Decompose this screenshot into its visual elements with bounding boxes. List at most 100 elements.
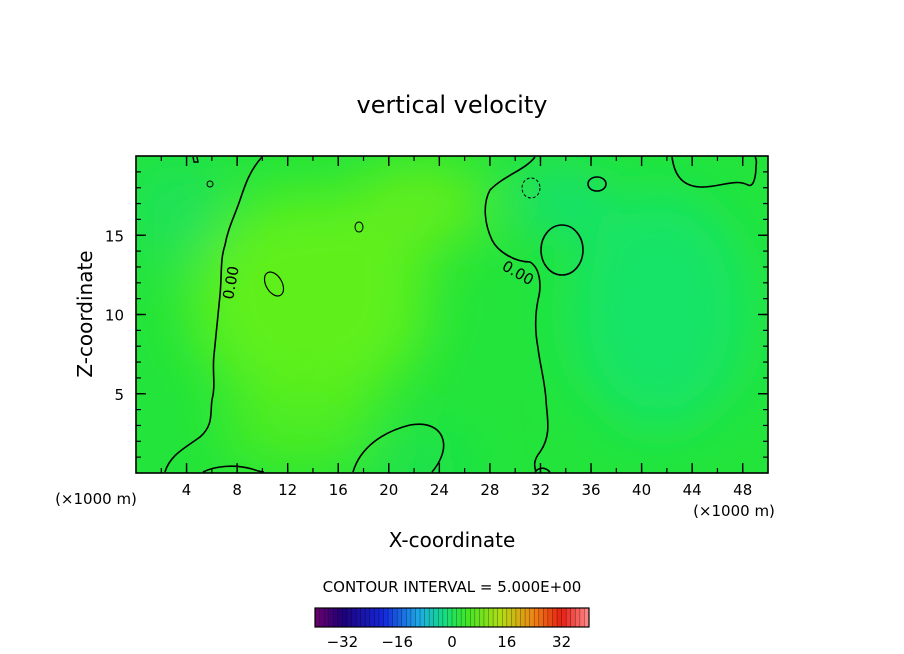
contour-zero-center <box>484 156 549 473</box>
colorbar-tick-label: 32 <box>552 633 571 651</box>
colorbar-cell <box>557 608 563 627</box>
field-downdraft-topright <box>515 170 605 230</box>
colorbar-cell <box>397 608 403 627</box>
colorbar-cell <box>324 608 330 627</box>
colorbar-cell <box>337 608 343 627</box>
field-updraft-lower <box>220 390 380 470</box>
colorbar-cell <box>438 608 444 627</box>
colorbar-cell <box>374 608 380 627</box>
x-tick-label: 40 <box>632 481 651 499</box>
field-downdraft-left <box>136 160 225 260</box>
colorbar-cell <box>515 608 521 627</box>
x-tick-label: 4 <box>182 481 192 499</box>
colorbar-cell <box>525 608 531 627</box>
colorbar-cell <box>493 608 499 627</box>
colorbar-cell <box>566 608 572 627</box>
x-unit-right: (×1000 m) <box>693 502 775 520</box>
contour-loop-large <box>540 224 584 276</box>
colorbar-cell <box>452 608 458 627</box>
contour-small-dot <box>206 180 214 188</box>
y-tick-label: 5 <box>114 386 124 404</box>
contour-zero-topright <box>671 156 758 188</box>
contour-label-left: 0.00 <box>219 265 243 301</box>
colorbar-cell <box>410 608 416 627</box>
contour-zero-bottom-right <box>534 467 551 473</box>
colorbar-cell <box>511 608 517 627</box>
colorbar-cell <box>529 608 535 627</box>
contour-interval-text: CONTOUR INTERVAL = 5.000E+00 <box>323 578 582 596</box>
x-tick-label: 8 <box>232 481 242 499</box>
colorbar-cell <box>378 608 384 627</box>
field-downdraft-bottom <box>370 445 470 473</box>
colorbar-cell <box>570 608 576 627</box>
colorbar-tick-label: 16 <box>497 633 516 651</box>
contour-zero-top-tick <box>192 156 199 163</box>
contour-zero-bottom-left <box>202 465 265 473</box>
colorbar-cell <box>369 608 375 627</box>
x-axis-label: X-coordinate <box>389 528 516 552</box>
colorbar-cell <box>552 608 558 627</box>
colorbar-cell <box>561 608 567 627</box>
colorbar-cell <box>502 608 508 627</box>
colorbar-cell <box>342 608 348 627</box>
y-tick-label: 15 <box>105 227 124 245</box>
colorbar-cell <box>506 608 512 627</box>
contour-zero-bottom-center <box>352 423 445 473</box>
x-tick-label: 44 <box>683 481 702 499</box>
colorbar-cell <box>365 608 371 627</box>
colorbar-tick-label: −32 <box>327 633 359 651</box>
colorbar-cell <box>488 608 494 627</box>
colorbar-cell <box>520 608 526 627</box>
colorbar-cell <box>465 608 471 627</box>
velocity-field: 0.00 0.00 <box>136 156 768 473</box>
colorbar-cell <box>575 608 581 627</box>
colorbar-frame <box>314 607 590 628</box>
colorbar-cell <box>447 608 453 627</box>
colorbar-cell <box>383 608 389 627</box>
colorbar-cell <box>424 608 430 627</box>
contour-negative-loop <box>521 177 541 199</box>
colorbar-cell <box>315 608 321 627</box>
field-downdraft-right <box>570 190 750 430</box>
colorbar-cell <box>388 608 394 627</box>
x-tick-label: 20 <box>379 481 398 499</box>
colorbar-cell <box>497 608 503 627</box>
field-anomalies <box>136 160 750 473</box>
colorbar-cell <box>534 608 540 627</box>
colorbar-cell <box>483 608 490 627</box>
colorbar-cell <box>346 608 353 627</box>
colorbar-cell <box>547 608 553 627</box>
colorbar-cell <box>470 608 476 627</box>
colorbar-tick-label: 0 <box>447 633 457 651</box>
colorbar-cell <box>415 608 421 627</box>
colorbar-cell <box>328 608 334 627</box>
y-tick-label: 10 <box>105 307 124 325</box>
contour-positive-dot <box>354 221 364 233</box>
colorbar-cell <box>319 608 325 627</box>
colorbar-cell <box>456 608 462 627</box>
colorbar-cell <box>392 608 398 627</box>
contour-zero-left <box>164 156 263 473</box>
chart-title: vertical velocity <box>357 91 548 119</box>
x-tick-label: 28 <box>480 481 499 499</box>
colorbar-cell <box>543 608 549 627</box>
contour-positive-loop <box>263 271 285 297</box>
colorbar-cell <box>442 608 448 627</box>
colorbar-cell <box>429 608 435 627</box>
colorbar-cell <box>351 608 357 627</box>
colorbar-cell <box>360 608 366 627</box>
colorbar-cell <box>461 608 467 627</box>
colorbar-tick-label: −16 <box>381 633 413 651</box>
x-unit-left: (×1000 m) <box>55 490 137 508</box>
x-tick-label: 12 <box>278 481 297 499</box>
x-tick-label: 48 <box>733 481 752 499</box>
colorbar-cell <box>579 608 585 627</box>
colorbar-cell <box>406 608 412 627</box>
x-tick-label: 24 <box>430 481 449 499</box>
colorbar-cell <box>356 608 362 627</box>
colorbar-cell <box>333 608 339 627</box>
contour-lines <box>164 156 758 473</box>
x-tick-label: 16 <box>329 481 348 499</box>
